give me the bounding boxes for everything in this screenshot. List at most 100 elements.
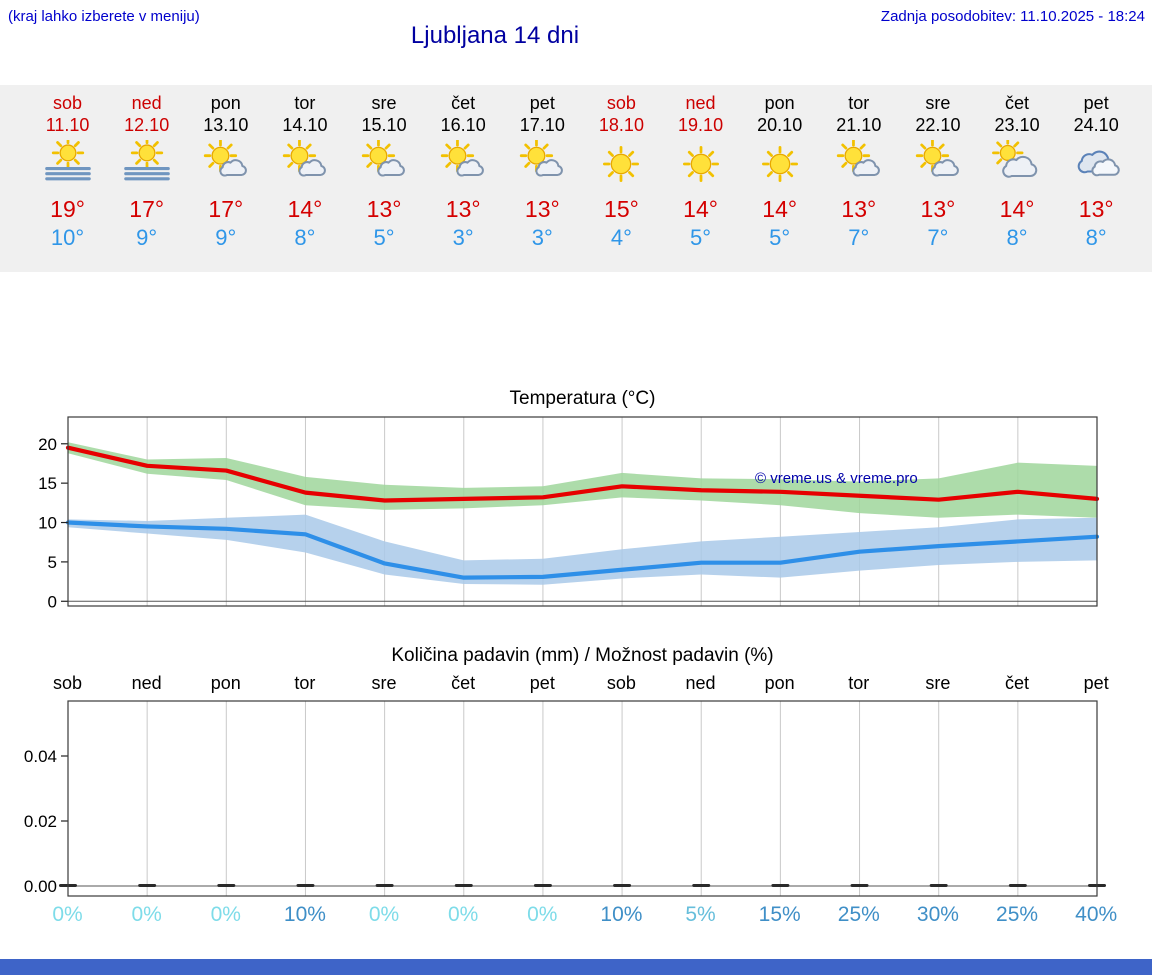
day-cell: sre 15.10 13° 5° xyxy=(345,85,424,272)
precip-percent: 0% xyxy=(131,903,162,926)
day-cell: sre 22.10 13° 7° xyxy=(898,85,977,272)
high-temp: 13° xyxy=(366,196,402,222)
low-temp: 5° xyxy=(373,225,395,250)
low-temp: 7° xyxy=(927,225,949,250)
precip-percent: 40% xyxy=(1075,903,1118,926)
day-date: 13.10 xyxy=(203,115,249,135)
precip-chart-title: Količina padavin (mm) / Možnost padavin … xyxy=(391,645,774,666)
day-cell: pon 20.10 14° 5° xyxy=(740,85,819,272)
high-temp: 13° xyxy=(841,196,877,222)
high-temp: 13° xyxy=(445,196,481,222)
high-temp: 13° xyxy=(1078,196,1114,222)
precip-day-label: ned xyxy=(131,673,162,693)
day-name: tor xyxy=(848,93,870,113)
day-name: pet xyxy=(1083,93,1109,113)
low-temp: 10° xyxy=(50,225,85,250)
day-date: 15.10 xyxy=(361,115,407,135)
day-date: 17.10 xyxy=(519,115,565,135)
high-temp: 14° xyxy=(287,196,323,222)
forecast-days: sob 11.10 19° 10° ned 12.10 17° 9° pon 13.10 17° 9°… xyxy=(28,85,1136,272)
low-temp: 8° xyxy=(1085,225,1107,250)
high-temp: 14° xyxy=(762,196,798,222)
day-date: 22.10 xyxy=(915,115,961,135)
precip-percent: 0% xyxy=(210,903,241,926)
day-name: ned xyxy=(685,93,716,113)
day-cell: pon 13.10 17° 9° xyxy=(186,85,265,272)
day-name: sre xyxy=(371,93,397,113)
precip-day-label: pon xyxy=(210,673,241,693)
sun-cloud-icon xyxy=(503,139,582,189)
precip-day-labels: sob ned pon tor sre čet pet sob ned pon tor sre čet p… xyxy=(28,673,1136,694)
high-temp: 13° xyxy=(920,196,956,222)
precip-percent: 5% xyxy=(685,903,716,926)
day-date: 11.10 xyxy=(45,115,90,135)
low-temp: 4° xyxy=(610,225,632,250)
day-date: 16.10 xyxy=(440,115,486,135)
precip-day-label: čet xyxy=(451,673,476,693)
high-temp: 14° xyxy=(683,196,718,222)
sun-fog-icon xyxy=(107,139,186,189)
day-name: sob xyxy=(606,93,636,113)
sunny-icon xyxy=(661,139,740,189)
day-cell: pet 17.10 13° 3° xyxy=(503,85,582,272)
precip-day-label: pon xyxy=(764,673,795,693)
precip-percent: 30% xyxy=(916,903,959,926)
day-date: 14.10 xyxy=(282,115,328,135)
sunny-icon xyxy=(740,139,819,189)
low-temp: 3° xyxy=(452,225,474,250)
temperature-chart-title: Temperatura (°C) xyxy=(509,388,656,409)
low-temp: 9° xyxy=(136,225,158,250)
cloudy-icon xyxy=(1057,139,1136,189)
sun-cloud-icon xyxy=(898,139,977,189)
precip-percent: 10% xyxy=(600,903,643,926)
precip-day-label: tor xyxy=(848,673,870,693)
sun-cloud-icon xyxy=(424,139,503,189)
low-temp: 7° xyxy=(848,225,870,250)
day-date: 19.10 xyxy=(678,115,724,135)
last-update: Zadnja posodobitev: 11.10.2025 - 18:24 xyxy=(880,8,1145,25)
day-cell: čet 16.10 13° 3° xyxy=(424,85,503,272)
temperature-chart: 0 5 10 15 20 © vreme.us & vreme.pro xyxy=(38,416,1100,611)
day-name: pon xyxy=(764,93,795,113)
horizontal-scrollbar[interactable] xyxy=(0,959,1152,975)
low-temp: 8° xyxy=(1006,225,1028,250)
sun-fog-icon xyxy=(28,139,107,189)
precip-percent-labels: 0% 0% 0% 10% 0% 0% 0% 10% 5% 15% 25% 30% 25% 40% xyxy=(28,903,1136,927)
day-cell: pet 24.10 13° 8° xyxy=(1057,85,1136,272)
day-date: 24.10 xyxy=(1073,115,1119,135)
day-name: sre xyxy=(925,93,951,113)
precip-day-label: pet xyxy=(529,673,555,693)
day-date: 23.10 xyxy=(994,115,1040,135)
precip-percent: 15% xyxy=(758,903,801,926)
sun-cloud-icon xyxy=(345,139,424,189)
day-cell: ned 12.10 17° 9° xyxy=(107,85,186,272)
svg-text:0: 0 xyxy=(48,592,57,611)
low-temp: 9° xyxy=(215,225,237,250)
day-cell: sob 11.10 19° 10° xyxy=(28,85,107,272)
low-temp: 8° xyxy=(294,225,316,250)
forecast-strip: sob 11.10 19° 10° ned 12.10 17° 9° pon 13.10 17° 9°… xyxy=(0,85,1152,272)
svg-text:0.00: 0.00 xyxy=(24,877,57,896)
precip-day-label: sob xyxy=(53,673,83,693)
sun-cloud-icon xyxy=(265,139,344,189)
precip-day-label: sre xyxy=(925,673,951,693)
day-date: 12.10 xyxy=(124,115,170,135)
precip-day-label: čet xyxy=(1005,673,1030,693)
day-cell: ned 19.10 14° 5° xyxy=(661,85,740,272)
high-temp: 15° xyxy=(604,196,639,222)
precip-percent: 10% xyxy=(283,903,326,926)
precip-percent: 0% xyxy=(527,903,558,926)
day-name: ned xyxy=(131,93,162,113)
svg-text:10: 10 xyxy=(38,514,57,533)
svg-text:5: 5 xyxy=(48,553,57,572)
low-temp: 3° xyxy=(531,225,553,250)
page-title: Ljubljana 14 dni xyxy=(410,22,580,49)
day-name: tor xyxy=(294,93,316,113)
svg-text:0.02: 0.02 xyxy=(24,812,57,831)
high-temp: 13° xyxy=(524,196,560,222)
day-date: 21.10 xyxy=(836,115,882,135)
precip-percent: 25% xyxy=(996,903,1039,926)
day-name: pon xyxy=(210,93,241,113)
low-temp: 5° xyxy=(690,225,712,250)
precip-day-label: ned xyxy=(685,673,716,693)
